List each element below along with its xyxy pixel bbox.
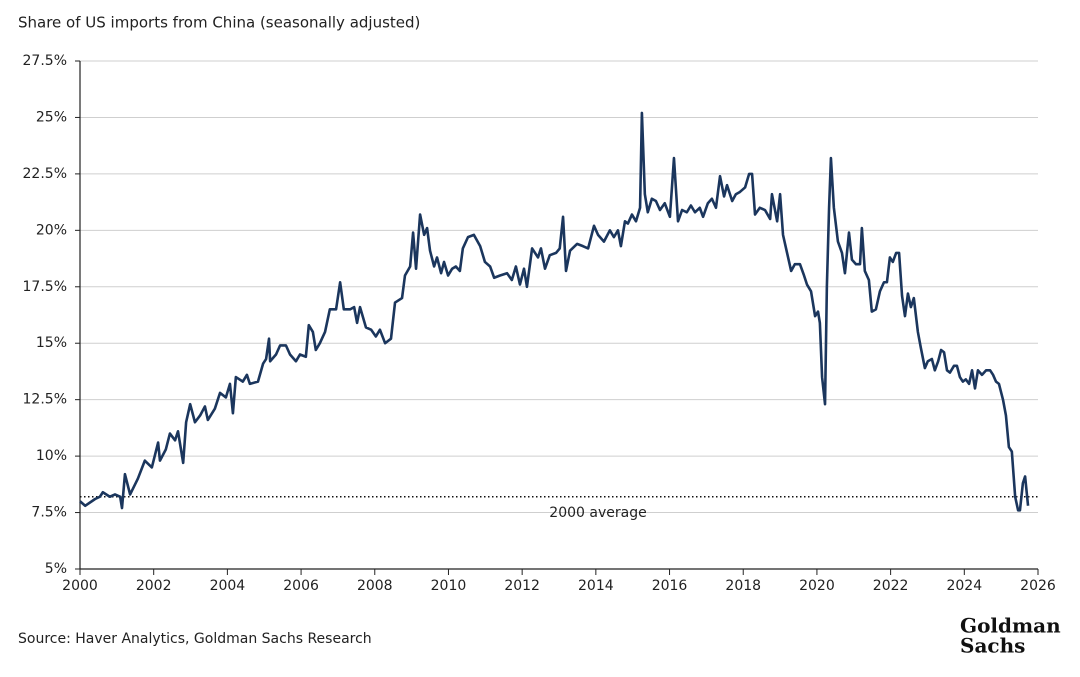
x-tick-label: 2010	[431, 578, 467, 594]
y-tick-label: 5%	[45, 561, 67, 577]
x-tick-label: 2006	[283, 578, 319, 594]
y-tick-label: 25%	[36, 109, 67, 125]
x-tick-label: 2014	[578, 578, 614, 594]
data-line	[79, 111, 1030, 512]
x-tick-label: 2002	[136, 578, 172, 594]
x-tick-label: 2024	[946, 578, 982, 594]
x-tick-label: 2020	[799, 578, 835, 594]
x-tick-label: 2018	[725, 578, 761, 594]
reference-label: 2000 average	[549, 505, 646, 521]
x-tick-label: 2004	[210, 578, 246, 594]
y-tick-label: 27.5%	[23, 53, 67, 69]
x-tick-label: 2026	[1020, 578, 1056, 594]
x-tick-label: 2022	[873, 578, 909, 594]
x-tick-label: 2000	[62, 578, 98, 594]
x-tick-label: 2016	[652, 578, 688, 594]
y-tick-label: 12.5%	[23, 392, 67, 408]
y-tick-label: 20%	[36, 222, 67, 238]
x-tick-label: 2012	[504, 578, 540, 594]
logo: Sachs	[960, 634, 1025, 658]
y-tick-label: 10%	[36, 448, 67, 464]
source-note: Source: Haver Analytics, Goldman Sachs R…	[18, 631, 372, 647]
y-tick-label: 15%	[36, 335, 67, 351]
y-tick-label: 7.5%	[31, 505, 67, 521]
chart-title: Share of US imports from China (seasonal…	[18, 14, 420, 32]
y-tick-label: 22.5%	[23, 166, 67, 182]
y-tick-label: 17.5%	[23, 279, 67, 295]
x-tick-label: 2008	[357, 578, 393, 594]
logo: Goldman	[960, 614, 1061, 638]
